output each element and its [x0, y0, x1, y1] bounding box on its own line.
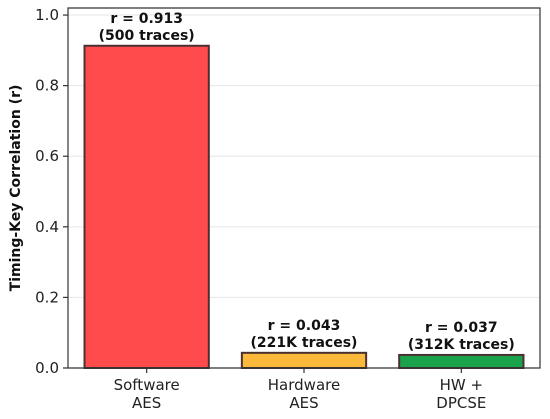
y-ticks: 0.0 0.2 0.4 0.6 0.8 1.0 [35, 6, 68, 377]
x-ticks: Software AES Hardware AES HW + DPCSE [114, 368, 486, 412]
x-tick-label: Hardware AES [268, 376, 340, 412]
bar-value-label: r = 0.913 (500 traces) [99, 11, 195, 44]
bars [83, 44, 525, 369]
bar-value-label: r = 0.037 (312K traces) [408, 320, 515, 353]
bar [240, 351, 368, 369]
plot-frame [67, 7, 541, 369]
y-tick-label: 0.2 [35, 288, 59, 306]
y-tick-label: 1.0 [35, 6, 59, 24]
y-tick-label: 0.0 [35, 359, 59, 377]
x-tick-label: HW + DPCSE [436, 376, 486, 412]
bar [83, 44, 210, 369]
bar-value-label: r = 0.043 (221K traces) [251, 318, 358, 351]
bar [398, 353, 525, 369]
y-axis-title: Timing-Key Correlation (r) [8, 85, 24, 292]
bar-value-labels: r = 0.913 (500 traces) r = 0.043 (221K trac… [99, 11, 515, 353]
axes [67, 7, 541, 369]
x-tick-label: Software AES [114, 376, 180, 412]
y-tick-label: 0.4 [35, 218, 59, 236]
y-tick-label: 0.6 [35, 147, 59, 165]
y-tick-label: 0.8 [35, 77, 59, 95]
